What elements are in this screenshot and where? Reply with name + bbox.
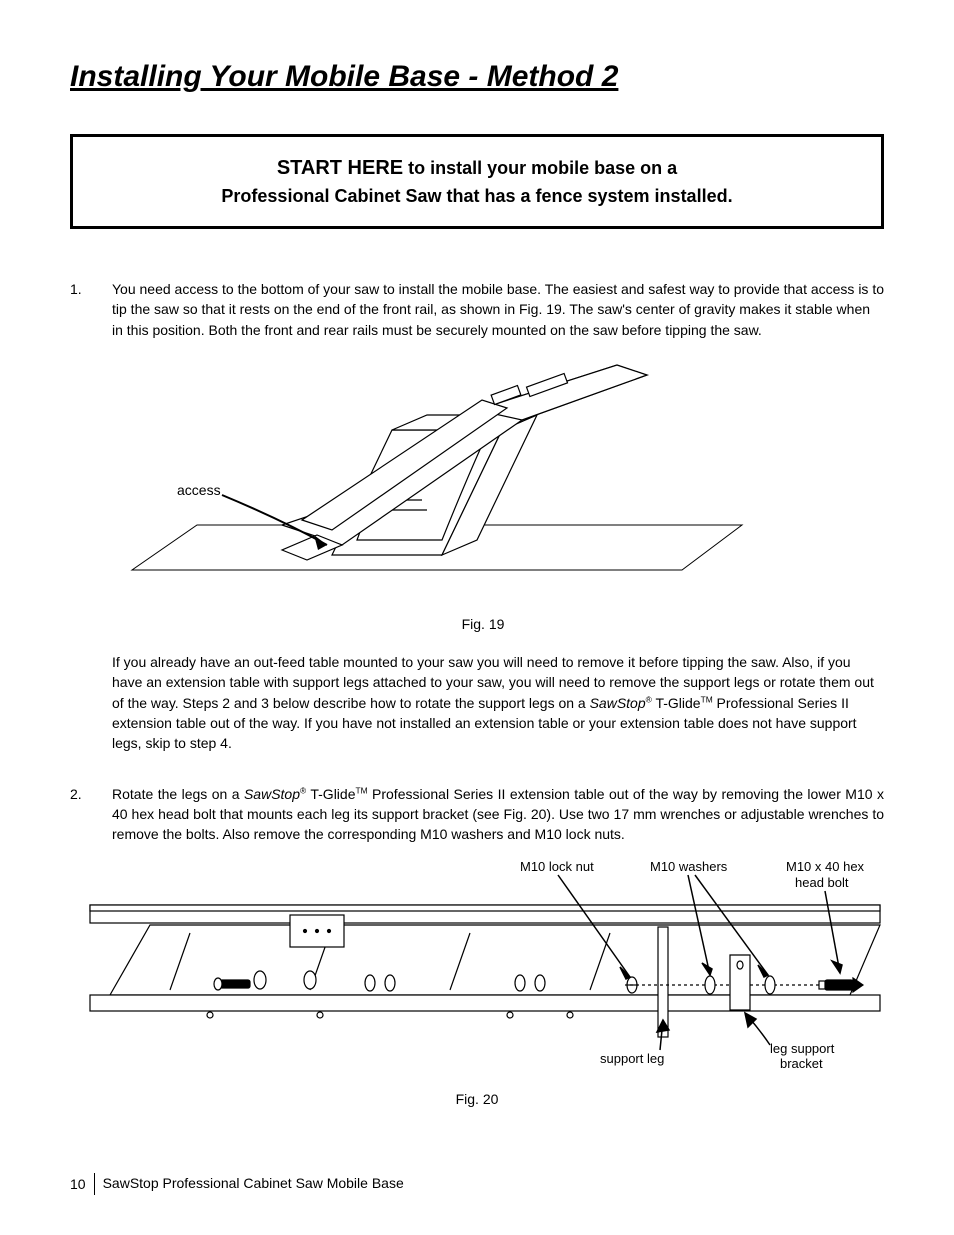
start-line-1: START HERE to install your mobile base o… xyxy=(103,153,851,183)
fig20-label-locknut: M10 lock nut xyxy=(520,859,594,874)
step-1: You need access to the bottom of your sa… xyxy=(70,279,884,754)
fig20-label-bracket-2: bracket xyxy=(780,1056,823,1071)
footer-text: SawStop Professional Cabinet Saw Mobile … xyxy=(103,1175,404,1191)
step-2: Rotate the legs on a SawStop® T-GlideTM … xyxy=(70,784,884,1109)
figure-19-svg: access xyxy=(82,350,762,610)
step-1-para-2: If you already have an out-feed table mo… xyxy=(112,652,884,753)
brand-sawstop-2: SawStop xyxy=(244,786,300,802)
figure-20-svg: M10 lock nut M10 washers M10 x 40 hex he… xyxy=(70,855,890,1085)
step-1-para-1: You need access to the bottom of your sa… xyxy=(112,279,884,340)
brand-sawstop: SawStop xyxy=(590,695,646,711)
fig20-label-bolt-2: head bolt xyxy=(795,875,849,890)
figure-20-caption: Fig. 20 xyxy=(70,1089,884,1109)
tm-mark: TM xyxy=(701,694,713,704)
page-number: 10 xyxy=(70,1173,95,1195)
start-line-2: Professional Cabinet Saw that has a fenc… xyxy=(103,183,851,210)
figure-19: access Fig. 19 xyxy=(82,350,884,634)
start-here-box: START HERE to install your mobile base o… xyxy=(70,134,884,229)
tm-mark-2: TM xyxy=(355,785,367,795)
fig20-label-washers: M10 washers xyxy=(650,859,728,874)
step-2-para: Rotate the legs on a SawStop® T-GlideTM … xyxy=(112,784,884,845)
figure-20: M10 lock nut M10 washers M10 x 40 hex he… xyxy=(70,855,884,1109)
figure-19-caption: Fig. 19 xyxy=(82,614,884,634)
page-footer: 10 SawStop Professional Cabinet Saw Mobil… xyxy=(70,1173,404,1195)
fig20-label-bracket-1: leg support xyxy=(770,1041,835,1056)
page-title: Installing Your Mobile Base - Method 2 xyxy=(70,60,884,94)
start-line-1-rest: to install your mobile base on a xyxy=(403,158,677,178)
fig19-label-access: access xyxy=(177,482,221,498)
fig20-label-bolt-1: M10 x 40 hex xyxy=(786,859,865,874)
start-here-label: START HERE xyxy=(277,157,403,179)
fig20-label-supportleg: support leg xyxy=(600,1051,664,1066)
